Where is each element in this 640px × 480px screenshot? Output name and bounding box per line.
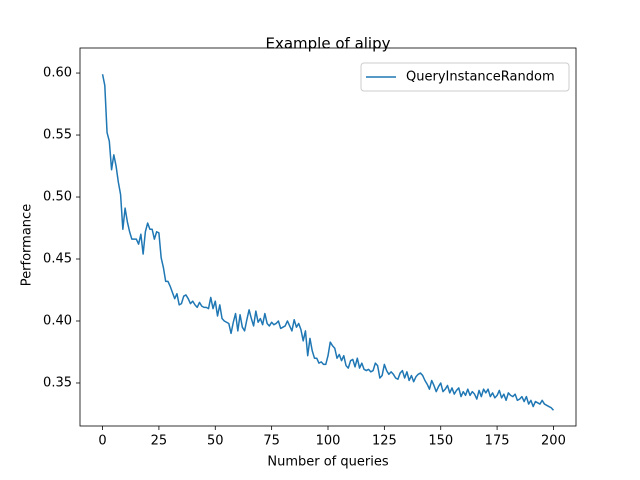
plot-frame	[79, 47, 577, 427]
data-line	[101, 74, 555, 411]
x-tick-label: 50	[207, 434, 224, 449]
legend-label: QueryInstanceRandom	[406, 70, 555, 85]
y-axis-label: Performance	[20, 204, 35, 286]
x-axis-label: Number of queries	[267, 455, 388, 470]
chart-title: Example of alipy	[266, 35, 391, 53]
x-tick-label: 125	[372, 434, 397, 449]
x-tick-label: 100	[316, 434, 341, 449]
x-tick-label: 0	[98, 434, 106, 449]
y-tick-label: 0.50	[43, 190, 72, 205]
x-tick-label: 175	[485, 434, 510, 449]
y-tick-label: 0.40	[43, 313, 72, 328]
x-tick-label: 200	[541, 434, 566, 449]
y-tick-label: 0.35	[43, 375, 72, 390]
legend-box	[360, 62, 570, 92]
y-tick-label: 0.45	[43, 252, 72, 267]
y-tick-label: 0.55	[43, 128, 72, 143]
y-tick-label: 0.60	[43, 66, 72, 81]
x-tick-label: 150	[428, 434, 453, 449]
x-tick-label: 25	[151, 434, 168, 449]
x-tick-label: 75	[263, 434, 280, 449]
